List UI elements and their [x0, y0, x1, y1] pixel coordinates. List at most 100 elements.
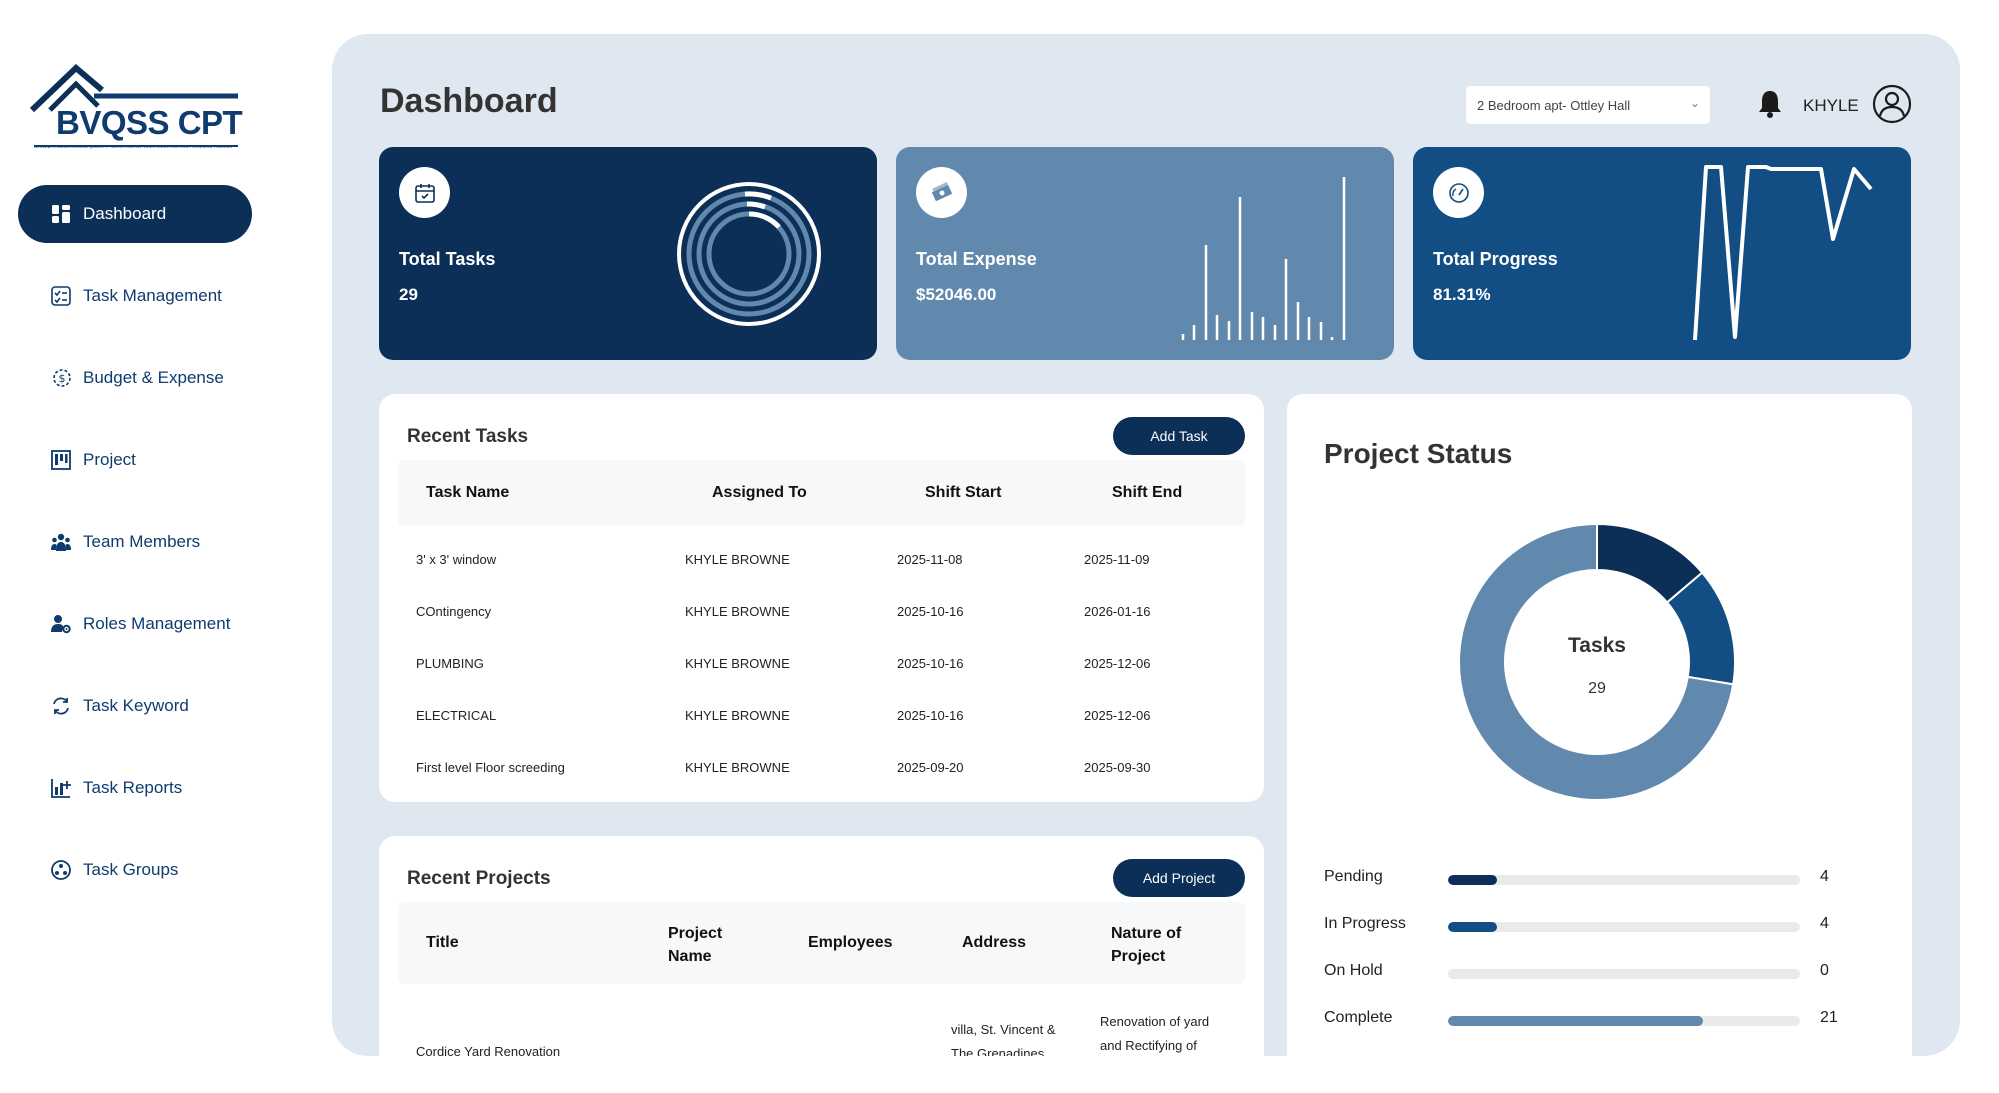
- kpi-total-tasks: Total Tasks 29: [379, 147, 877, 360]
- status-donut-chart: [1458, 522, 1736, 801]
- sidebar-item-team-members[interactable]: Team Members: [18, 513, 252, 571]
- spark-bars-graphic: [1181, 177, 1346, 340]
- user-avatar-icon[interactable]: [1872, 84, 1912, 124]
- shift-end: 2025-09-30: [1084, 760, 1151, 775]
- team-icon: [50, 531, 72, 553]
- status-label: In Progress: [1324, 915, 1406, 932]
- sidebar-item-label: Budget & Expense: [83, 368, 224, 387]
- projects-table-header: Title Project Name Employees Address Nat…: [398, 902, 1245, 984]
- tasks-table-header: Task Name Assigned To Shift Start Shift …: [398, 460, 1245, 526]
- page-title: Dashboard: [380, 82, 558, 120]
- status-label: Complete: [1324, 1009, 1393, 1026]
- status-bar-fill: [1448, 922, 1497, 932]
- table-row[interactable]: 3' x 3' window KHYLE BROWNE 2025-11-08 2…: [379, 536, 1264, 588]
- status-count: 4: [1820, 868, 1829, 885]
- shift-end: 2026-01-16: [1084, 604, 1151, 619]
- sidebar-item-budget-expense[interactable]: $ Budget & Expense: [18, 349, 252, 407]
- bell-icon[interactable]: [1756, 88, 1784, 120]
- username[interactable]: KHYLE: [1803, 96, 1859, 115]
- sparkline-graphic: [1693, 165, 1873, 341]
- kpi-total-progress: Total Progress 81.31%: [1413, 147, 1911, 360]
- user-gear-icon: [50, 613, 72, 635]
- table-row[interactable]: First level Floor screeding KHYLE BROWNE…: [379, 744, 1264, 796]
- status-count: 0: [1820, 962, 1829, 979]
- task-name: ELECTRICAL: [416, 708, 497, 723]
- column-header[interactable]: Assigned To: [712, 484, 807, 501]
- sidebar-item-task-management[interactable]: Task Management: [18, 267, 252, 325]
- project-nature: Renovation of yard and Rectifying of: [1100, 1014, 1210, 1053]
- logo-tagline: BROWNE'S VALUATION AND QUANTITY SURVEYIN…: [34, 144, 233, 149]
- kpi-value: 81.31%: [1433, 285, 1491, 304]
- assigned-to: KHYLE BROWNE: [685, 656, 790, 671]
- shift-start: 2025-09-20: [897, 760, 964, 775]
- rings-graphic: [677, 182, 821, 326]
- shift-start: 2025-10-16: [897, 656, 964, 671]
- logo[interactable]: BVQSS CPT BROWNE'S VALUATION AND QUANTIT…: [28, 64, 243, 154]
- status-bar: [1448, 875, 1800, 885]
- assigned-to: KHYLE BROWNE: [685, 552, 790, 567]
- assigned-to: KHYLE BROWNE: [685, 708, 790, 723]
- sidebar-item-dashboard[interactable]: Dashboard: [18, 185, 252, 243]
- column-header[interactable]: Address: [962, 934, 1027, 951]
- sidebar-item-label: Project: [83, 450, 136, 469]
- kpi-value: 29: [399, 285, 418, 304]
- column-header[interactable]: Title: [426, 934, 459, 951]
- task-list-icon: [50, 285, 72, 307]
- task-name: COntingency: [416, 604, 492, 619]
- donut-center-label: Tasks: [1568, 634, 1626, 657]
- assigned-to: KHYLE BROWNE: [685, 604, 790, 619]
- column-header[interactable]: Task Name: [426, 484, 510, 501]
- status-label: Pending: [1324, 868, 1383, 885]
- table-row[interactable]: PLUMBING KHYLE BROWNE 2025-10-16 2025-12…: [379, 640, 1264, 692]
- sidebar-item-label: Task Management: [83, 286, 222, 305]
- add-project-button[interactable]: Add Project: [1113, 859, 1245, 897]
- status-count: 4: [1820, 915, 1829, 932]
- project-status-card: Project Status Tasks 29 Pending 4 In Pro…: [1287, 394, 1912, 1056]
- project-title: Cordice Yard Renovation: [416, 1044, 561, 1056]
- status-label: On Hold: [1324, 962, 1383, 979]
- shift-start: 2025-10-16: [897, 604, 964, 619]
- sidebar-item-roles-management[interactable]: Roles Management: [18, 595, 252, 653]
- column-header[interactable]: Nature of Project: [1111, 925, 1182, 965]
- donut-slice-complete: [1458, 522, 1735, 801]
- status-row-in-progress: In Progress 4: [1324, 915, 1884, 939]
- column-header[interactable]: Shift End: [1112, 484, 1183, 501]
- task-name: PLUMBING: [416, 656, 484, 671]
- chevron-down-icon: ⌄: [1689, 96, 1700, 110]
- sidebar-item-task-groups[interactable]: Task Groups: [18, 841, 252, 899]
- recent-projects-title: Recent Projects: [407, 868, 551, 889]
- status-bar-fill: [1448, 1016, 1703, 1026]
- table-row[interactable]: ELECTRICAL KHYLE BROWNE 2025-10-16 2025-…: [379, 692, 1264, 744]
- add-task-button[interactable]: Add Task: [1113, 417, 1245, 455]
- kpi-value: $52046.00: [916, 285, 997, 304]
- column-header[interactable]: Employees: [808, 934, 893, 951]
- status-bar: [1448, 922, 1800, 932]
- project-select[interactable]: 2 Bedroom apt- Ottley Hall ⌄: [1466, 86, 1710, 124]
- calendar-check-icon: [399, 167, 450, 218]
- shift-start: 2025-10-16: [897, 708, 964, 723]
- recent-projects-card: Recent Projects Add Project Title Projec…: [379, 836, 1264, 1056]
- kpi-label: Total Tasks: [399, 249, 496, 269]
- sidebar-item-project[interactable]: Project: [18, 431, 252, 489]
- task-name: 3' x 3' window: [416, 552, 497, 567]
- sidebar-nav: Dashboard Task Management $ Budget & Exp…: [18, 185, 252, 923]
- task-name: First level Floor screeding: [416, 760, 565, 775]
- assigned-to: KHYLE BROWNE: [685, 760, 790, 775]
- column-header[interactable]: Project Name: [668, 925, 723, 965]
- sidebar-item-task-keyword[interactable]: Task Keyword: [18, 677, 252, 735]
- column-header[interactable]: Shift Start: [925, 484, 1002, 501]
- speedometer-icon: [1433, 167, 1484, 218]
- svg-text:$: $: [59, 372, 66, 385]
- report-icon: [50, 777, 72, 799]
- sidebar-item-task-reports[interactable]: Task Reports: [18, 759, 252, 817]
- sidebar-item-label: Team Members: [83, 532, 201, 551]
- table-row[interactable]: Cordice Yard Renovation villa, St. Vince…: [379, 1002, 1264, 1056]
- kanban-icon: [50, 449, 72, 471]
- sidebar-item-label: Task Groups: [83, 860, 179, 879]
- status-bar: [1448, 1016, 1800, 1026]
- dashboard-icon: [50, 203, 72, 225]
- recent-tasks-title: Recent Tasks: [407, 426, 529, 447]
- dollar-icon: $: [50, 367, 72, 389]
- table-row[interactable]: COntingency KHYLE BROWNE 2025-10-16 2026…: [379, 588, 1264, 640]
- sidebar-item-label: Dashboard: [83, 204, 167, 223]
